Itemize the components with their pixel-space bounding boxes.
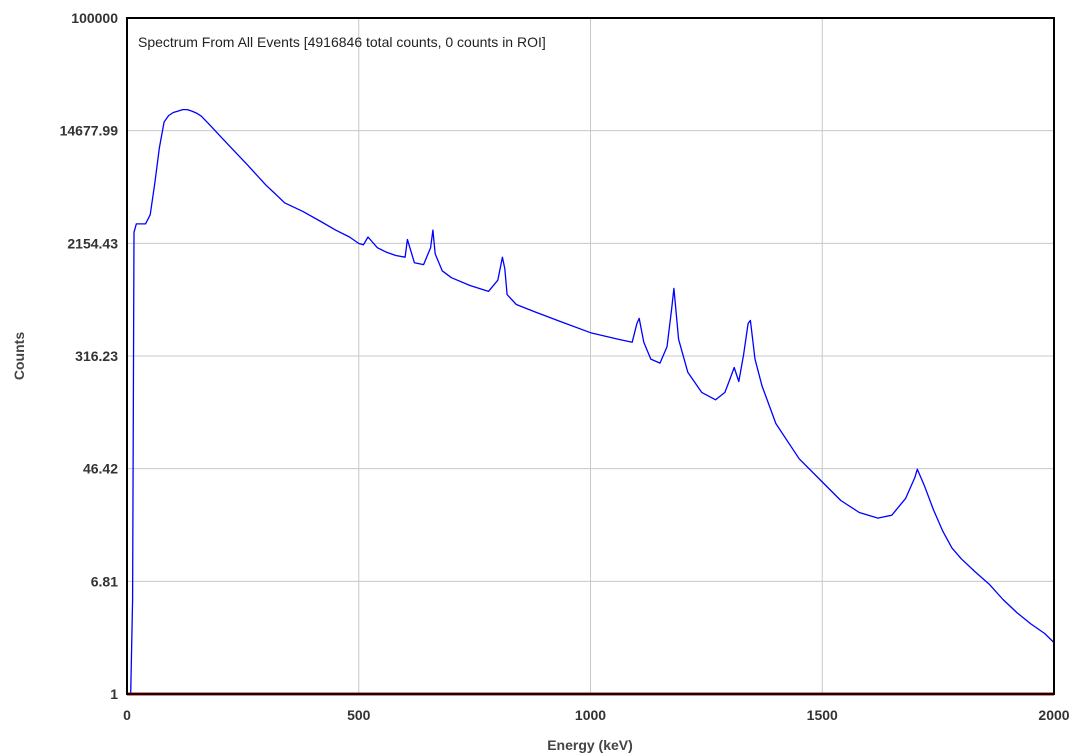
y-tick-label: 46.42 <box>83 461 118 477</box>
grid-lines <box>127 18 1054 694</box>
x-tick-label: 0 <box>123 707 131 723</box>
x-tick-label: 500 <box>347 707 371 723</box>
spectrum-series-line <box>127 108 1055 695</box>
y-tick-label: 6.81 <box>91 573 118 589</box>
y-tick-label: 1 <box>110 686 118 702</box>
x-axis-label: Energy (keV) <box>547 737 633 753</box>
plot-frame <box>126 17 1055 695</box>
y-axis-label: Counts <box>11 332 27 380</box>
y-tick-label: 100000 <box>71 10 118 26</box>
x-tick-label: 1500 <box>807 707 838 723</box>
y-tick-labels: 1 6.81 46.42 316.23 2154.43 14677.99 100000 <box>60 10 119 702</box>
x-tick-label: 1000 <box>575 707 606 723</box>
y-tick-label: 14677.99 <box>60 123 119 139</box>
y-tick-label: 316.23 <box>75 348 118 364</box>
chart-title: Spectrum From All Events [4916846 total … <box>138 34 546 50</box>
y-tick-label: 2154.43 <box>67 235 118 251</box>
x-tick-labels: 0 500 1000 1500 2000 <box>123 707 1070 723</box>
x-tick-label: 2000 <box>1038 707 1069 723</box>
